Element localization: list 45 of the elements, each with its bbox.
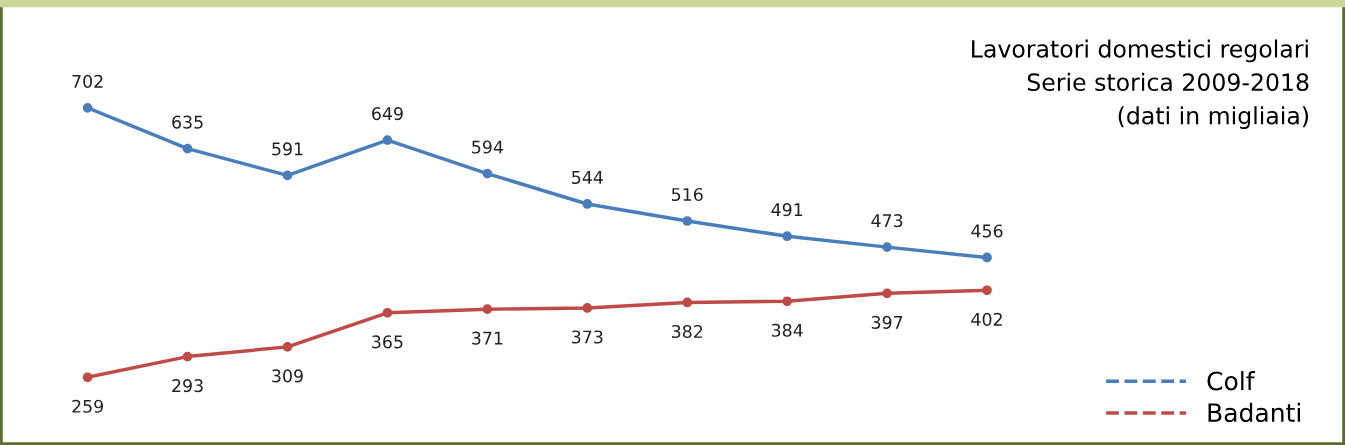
data-label: 402 xyxy=(971,312,1002,326)
point xyxy=(982,285,992,296)
point xyxy=(582,199,593,209)
point xyxy=(182,143,193,154)
data-label: 259 xyxy=(72,399,103,413)
text: Serie storica 2009-2018 xyxy=(1027,72,1309,92)
data-label: 594 xyxy=(472,140,503,154)
point xyxy=(282,341,293,352)
data-label: 516 xyxy=(672,187,703,202)
data-label: 397 xyxy=(871,315,903,329)
data-label: 371 xyxy=(472,331,503,345)
point xyxy=(282,170,293,181)
data-label: 635 xyxy=(172,115,203,129)
point xyxy=(382,307,393,318)
data-label: 384 xyxy=(771,323,803,337)
data-label: 702 xyxy=(72,74,103,88)
data-label: 649 xyxy=(372,107,403,121)
data-label: 456 xyxy=(971,224,1003,238)
data-label: 373 xyxy=(572,330,603,344)
point xyxy=(582,303,593,313)
point xyxy=(82,372,93,383)
text: Lavoratori domestici regolari xyxy=(972,39,1308,63)
point xyxy=(182,351,193,362)
point xyxy=(682,297,693,308)
point xyxy=(482,168,493,179)
data-label: 591 xyxy=(272,142,303,156)
point xyxy=(482,304,493,315)
point xyxy=(982,252,992,263)
data-label: 309 xyxy=(272,369,303,383)
data-label: 473 xyxy=(871,214,903,228)
data-label: 293 xyxy=(172,379,203,393)
legend-label: Badanti xyxy=(1208,402,1300,423)
point xyxy=(82,103,93,113)
data-label: 544 xyxy=(572,171,603,185)
point xyxy=(782,296,793,307)
legend-label: Colf xyxy=(1207,371,1256,391)
data-label: 491 xyxy=(771,203,803,217)
point xyxy=(882,242,892,253)
text: (dati in migliaia) xyxy=(1118,106,1308,130)
point xyxy=(682,216,693,226)
point xyxy=(382,135,393,145)
point xyxy=(782,231,793,242)
data-label: 365 xyxy=(372,335,403,349)
data-label: 382 xyxy=(671,324,703,339)
point xyxy=(882,288,892,299)
